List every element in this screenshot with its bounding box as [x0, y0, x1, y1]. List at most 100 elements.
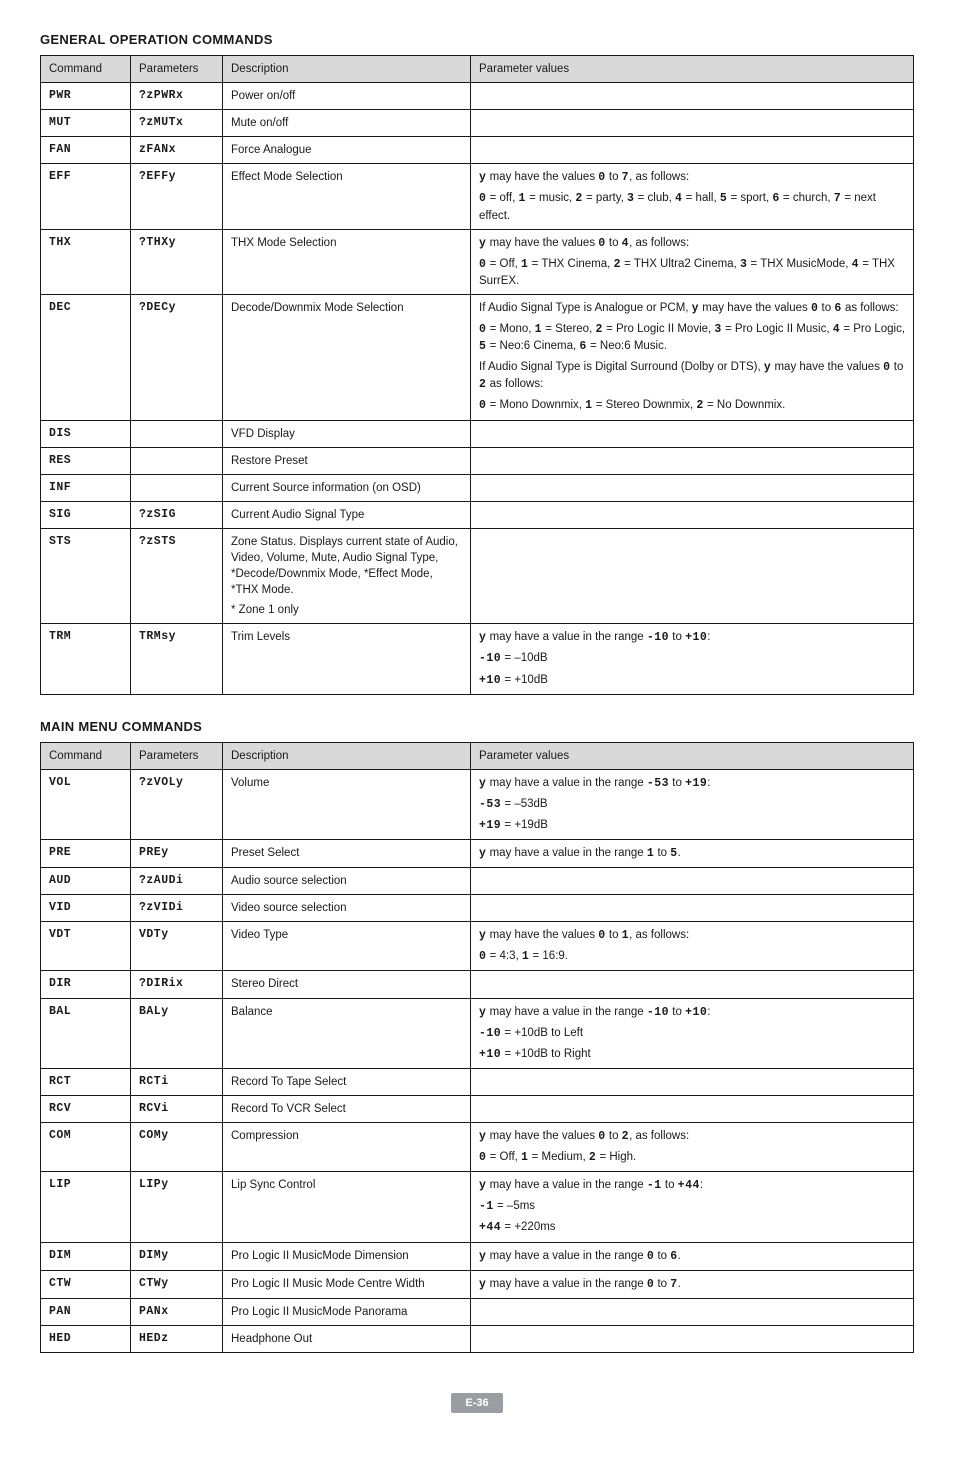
cell-description: Preset Select: [223, 840, 471, 868]
cell-parameter-values: [471, 895, 914, 922]
param-value-line: -10 = +10dB to Left: [479, 1025, 905, 1042]
cell-parameter-values: y may have the values 0 to 2, as follows…: [471, 1123, 914, 1172]
general-operation-table: Command Parameters Description Parameter…: [40, 55, 914, 695]
table-row: PANPANxPro Logic II MusicMode Panorama: [41, 1298, 914, 1325]
cell-description: Balance: [223, 998, 471, 1068]
cell-description: Video source selection: [223, 895, 471, 922]
cell-parameters: DIMy: [131, 1242, 223, 1270]
param-value-line: y may have the values 0 to 1, as follows…: [479, 927, 905, 944]
cell-parameter-values: y may have a value in the range -10 to +…: [471, 624, 914, 694]
cell-command: DIS: [41, 420, 131, 447]
col-command: Command: [41, 56, 131, 83]
cell-parameters: ?THXy: [131, 229, 223, 294]
table-row: MUT?zMUTxMute on/off: [41, 110, 914, 137]
cell-description: Force Analogue: [223, 137, 471, 164]
cell-parameter-values: y may have the values 0 to 7, as follows…: [471, 164, 914, 229]
cell-description: Audio source selection: [223, 868, 471, 895]
col-parameter-values: Parameter values: [471, 742, 914, 769]
table-row: VOL?zVOLyVolumey may have a value in the…: [41, 769, 914, 839]
cell-parameter-values: y may have the values 0 to 4, as follows…: [471, 229, 914, 294]
cell-command: RCV: [41, 1095, 131, 1122]
cell-parameter-values: [471, 83, 914, 110]
table-row: DIR?DIRixStereo Direct: [41, 971, 914, 998]
cell-parameter-values: [471, 868, 914, 895]
cell-command: THX: [41, 229, 131, 294]
cell-parameter-values: [471, 110, 914, 137]
param-value-line: 0 = Off, 1 = THX Cinema, 2 = THX Ultra2 …: [479, 256, 905, 289]
cell-parameter-values: [471, 1325, 914, 1352]
cell-parameters: ?DIRix: [131, 971, 223, 998]
cell-description: Pro Logic II Music Mode Centre Width: [223, 1270, 471, 1298]
cell-description: Headphone Out: [223, 1325, 471, 1352]
table-row: HEDHEDzHeadphone Out: [41, 1325, 914, 1352]
table-row: PWR?zPWRxPower on/off: [41, 83, 914, 110]
cell-parameters: ?zMUTx: [131, 110, 223, 137]
param-value-line: +44 = +220ms: [479, 1219, 905, 1236]
cell-description: Record To VCR Select: [223, 1095, 471, 1122]
table-row: CTWCTWyPro Logic II Music Mode Centre Wi…: [41, 1270, 914, 1298]
table-header-row: Command Parameters Description Parameter…: [41, 56, 914, 83]
param-value-line: If Audio Signal Type is Digital Surround…: [479, 359, 905, 393]
cell-parameters: TRMsy: [131, 624, 223, 694]
param-value-line: +19 = +19dB: [479, 817, 905, 834]
cell-command: COM: [41, 1123, 131, 1172]
param-value-line: +10 = +10dB: [479, 672, 905, 689]
table-header-row: Command Parameters Description Parameter…: [41, 742, 914, 769]
cell-parameter-values: y may have a value in the range -1 to +4…: [471, 1172, 914, 1242]
cell-command: PAN: [41, 1298, 131, 1325]
col-parameters: Parameters: [131, 742, 223, 769]
table-row: AUD?zAUDiAudio source selection: [41, 868, 914, 895]
cell-parameter-values: If Audio Signal Type is Analogue or PCM,…: [471, 294, 914, 420]
cell-command: BAL: [41, 998, 131, 1068]
cell-command: RES: [41, 447, 131, 474]
cell-parameter-values: [471, 1068, 914, 1095]
cell-description: Pro Logic II MusicMode Panorama: [223, 1298, 471, 1325]
cell-description: Compression: [223, 1123, 471, 1172]
cell-command: RCT: [41, 1068, 131, 1095]
cell-parameter-values: [471, 447, 914, 474]
cell-parameters: ?zPWRx: [131, 83, 223, 110]
param-value-line: y may have the values 0 to 4, as follows…: [479, 235, 905, 252]
col-parameter-values: Parameter values: [471, 56, 914, 83]
cell-description: Pro Logic II MusicMode Dimension: [223, 1242, 471, 1270]
param-value-line: y may have a value in the range -10 to +…: [479, 1004, 905, 1021]
cell-description: Current Source information (on OSD): [223, 474, 471, 501]
cell-parameter-values: y may have a value in the range -10 to +…: [471, 998, 914, 1068]
cell-command: EFF: [41, 164, 131, 229]
main-menu-table: Command Parameters Description Parameter…: [40, 742, 914, 1353]
cell-parameter-values: y may have a value in the range 1 to 5.: [471, 840, 914, 868]
table-row: PREPREyPreset Selecty may have a value i…: [41, 840, 914, 868]
param-value-line: If Audio Signal Type is Analogue or PCM,…: [479, 300, 905, 317]
cell-parameter-values: [471, 528, 914, 623]
cell-description: THX Mode Selection: [223, 229, 471, 294]
table-row: VID?zVIDiVideo source selection: [41, 895, 914, 922]
param-value-line: 0 = Mono, 1 = Stereo, 2 = Pro Logic II M…: [479, 321, 905, 355]
param-value-line: -10 = –10dB: [479, 650, 905, 667]
cell-parameters: ?DECy: [131, 294, 223, 420]
cell-description: Stereo Direct: [223, 971, 471, 998]
cell-command: STS: [41, 528, 131, 623]
param-value-line: y may have a value in the range 0 to 6.: [479, 1248, 905, 1265]
table-row: COMCOMyCompressiony may have the values …: [41, 1123, 914, 1172]
cell-parameters: LIPy: [131, 1172, 223, 1242]
param-value-line: y may have a value in the range 0 to 7.: [479, 1276, 905, 1293]
cell-description: Current Audio Signal Type: [223, 501, 471, 528]
table-row: RCTRCTiRecord To Tape Select: [41, 1068, 914, 1095]
cell-command: CTW: [41, 1270, 131, 1298]
cell-command: VOL: [41, 769, 131, 839]
table-row: BALBALyBalancey may have a value in the …: [41, 998, 914, 1068]
cell-command: DIR: [41, 971, 131, 998]
param-value-line: 0 = off, 1 = music, 2 = party, 3 = club,…: [479, 190, 905, 223]
col-description: Description: [223, 56, 471, 83]
cell-parameters: CTWy: [131, 1270, 223, 1298]
cell-description: Restore Preset: [223, 447, 471, 474]
cell-description: Lip Sync Control: [223, 1172, 471, 1242]
cell-parameters: COMy: [131, 1123, 223, 1172]
cell-description: Mute on/off: [223, 110, 471, 137]
param-value-line: 0 = 4:3, 1 = 16:9.: [479, 948, 905, 965]
cell-command: VID: [41, 895, 131, 922]
param-value-line: y may have a value in the range -1 to +4…: [479, 1177, 905, 1194]
cell-parameter-values: [471, 420, 914, 447]
cell-parameters: PANx: [131, 1298, 223, 1325]
cell-command: PWR: [41, 83, 131, 110]
